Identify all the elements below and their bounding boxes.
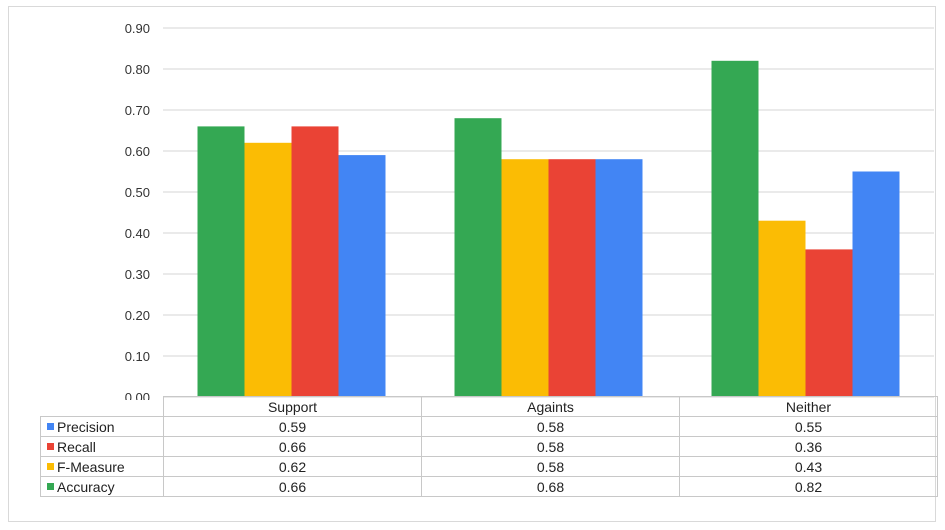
table-cell: 0.43 xyxy=(679,456,938,477)
bar-precision xyxy=(338,155,386,397)
table-cell: 0.82 xyxy=(679,476,938,497)
table-cell: 0.58 xyxy=(421,416,680,437)
table-cell: 0.36 xyxy=(679,436,938,457)
legend-entry: F-Measure xyxy=(40,456,164,477)
series-label: Accuracy xyxy=(57,478,115,495)
series-label: Precision xyxy=(57,418,115,435)
legend-swatch xyxy=(47,463,54,471)
y-tick-label: 0.10 xyxy=(125,349,150,364)
table-corner xyxy=(40,396,164,417)
table-cell: 0.59 xyxy=(163,416,422,437)
table-cell: 0.58 xyxy=(421,456,680,477)
chart-plot: 0.00 0.10 0.20 0.30 0.40 0.50 0.60 0.70 0.80 0.90 xyxy=(125,21,934,400)
bar-recall xyxy=(548,159,596,397)
table-cell: 0.58 xyxy=(421,436,680,457)
category-label: Neither xyxy=(679,396,938,417)
bar-recall xyxy=(805,249,853,397)
table-row: Recall 0.66 0.58 0.36 xyxy=(40,436,938,457)
series-label: F-Measure xyxy=(57,458,125,475)
legend-swatch xyxy=(47,423,54,431)
y-tick-label: 0.40 xyxy=(125,226,150,241)
legend-entry: Precision xyxy=(40,416,164,437)
data-table: Support Againts Neither Precision 0.59 0… xyxy=(40,396,938,497)
bar-f-measure xyxy=(244,142,292,397)
bar-precision xyxy=(595,159,643,397)
bar-accuracy xyxy=(711,60,759,398)
bar-precision xyxy=(852,171,900,397)
table-row: Precision 0.59 0.58 0.55 xyxy=(40,416,938,437)
y-tick-label: 0.60 xyxy=(125,144,150,159)
legend-swatch xyxy=(47,483,54,491)
legend-swatch xyxy=(47,443,54,451)
table-cell: 0.62 xyxy=(163,456,422,477)
bar-f-measure xyxy=(758,220,806,397)
y-tick-label: 0.70 xyxy=(125,103,150,118)
bar-recall xyxy=(291,126,339,398)
table-cell: 0.68 xyxy=(421,476,680,497)
legend-entry: Recall xyxy=(40,436,164,457)
y-tick-label: 0.80 xyxy=(125,62,150,77)
legend-entry: Accuracy xyxy=(40,476,164,497)
table-row: Accuracy 0.66 0.68 0.82 xyxy=(40,476,938,497)
category-label: Support xyxy=(163,396,422,417)
category-label: Againts xyxy=(421,396,680,417)
table-cell: 0.66 xyxy=(163,436,422,457)
y-tick-label: 0.50 xyxy=(125,185,150,200)
bar-accuracy xyxy=(454,118,502,397)
bar-accuracy xyxy=(197,126,245,398)
y-tick-label: 0.00 xyxy=(125,390,150,400)
y-tick-label: 0.30 xyxy=(125,267,150,282)
y-tick-label: 0.20 xyxy=(125,308,150,323)
bar-f-measure xyxy=(501,159,549,397)
table-cell: 0.66 xyxy=(163,476,422,497)
table-cell: 0.55 xyxy=(679,416,938,437)
table-row: F-Measure 0.62 0.58 0.43 xyxy=(40,456,938,477)
y-tick-label: 0.90 xyxy=(125,21,150,36)
table-header-row: Support Againts Neither xyxy=(40,396,938,417)
series-label: Recall xyxy=(57,438,96,455)
